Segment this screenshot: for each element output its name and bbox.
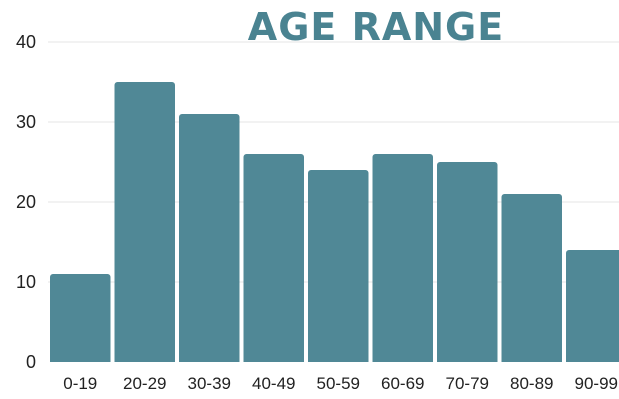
bar-50-59 (308, 170, 369, 362)
bar-base-40-49 (243, 358, 304, 362)
bar-base-50-59 (308, 358, 369, 362)
y-tick-label: 20 (16, 192, 36, 212)
x-tick-label: 70-79 (446, 374, 489, 393)
bar-base-90-99 (566, 358, 619, 362)
bar-0-19 (50, 274, 111, 362)
x-tick-label: 30-39 (188, 374, 231, 393)
chart-title: AGE RANGE (248, 5, 504, 49)
bar-base-30-39 (179, 358, 240, 362)
y-tick-label: 40 (16, 32, 36, 52)
y-tick-label: 30 (16, 112, 36, 132)
bar-90-99 (566, 250, 619, 362)
bars (50, 82, 619, 362)
x-tick-label: 60-69 (381, 374, 424, 393)
x-tick-label: 50-59 (317, 374, 360, 393)
y-tick-label: 10 (16, 272, 36, 292)
bar-40-49 (243, 154, 304, 362)
bar-base-80-89 (501, 358, 562, 362)
x-tick-label: 20-29 (123, 374, 166, 393)
bar-30-39 (179, 114, 240, 362)
x-tick-label: 90-99 (575, 374, 618, 393)
bar-base-0-19 (50, 358, 111, 362)
bar-80-89 (501, 194, 562, 362)
bar-base-20-29 (114, 358, 175, 362)
bar-20-29 (114, 82, 175, 362)
y-tick-label: 0 (26, 352, 36, 372)
bar-base-60-69 (372, 358, 433, 362)
x-tick-label: 0-19 (63, 374, 97, 393)
x-tick-label: 40-49 (252, 374, 295, 393)
x-axis-ticks: 0-19 20-29 30-39 40-49 50-59 60-69 70-79 80-89 9… (63, 374, 618, 393)
bar-70-79 (437, 162, 498, 362)
y-axis-ticks: 0 10 20 30 40 (16, 32, 36, 372)
bar-base-70-79 (437, 358, 498, 362)
bar-60-69 (372, 154, 433, 362)
x-tick-label: 80-89 (510, 374, 553, 393)
